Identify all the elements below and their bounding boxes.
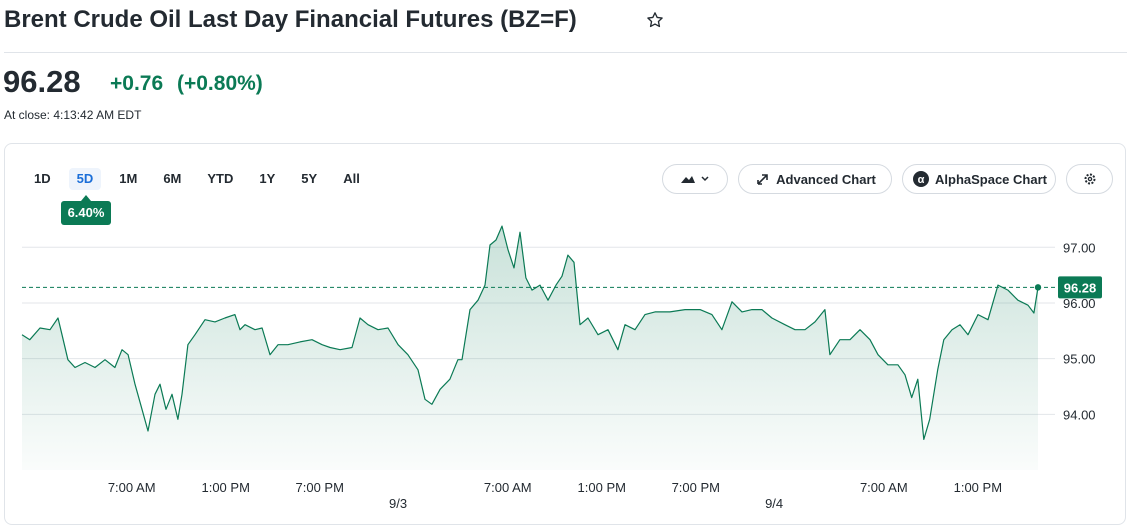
price-change: +0.76 bbox=[110, 72, 164, 95]
price: 96.28 bbox=[3, 64, 81, 99]
range-button[interactable]: 1D bbox=[34, 171, 51, 186]
x-tick-label: 7:00 AM bbox=[860, 480, 908, 495]
chart-type-button[interactable] bbox=[662, 164, 728, 194]
y-tick-label: 96.00 bbox=[1063, 296, 1096, 311]
alphaspace-chart-button[interactable]: α AlphaSpace Chart bbox=[902, 164, 1056, 194]
x-tick-label: 7:00 PM bbox=[296, 480, 344, 495]
x-tick-label: 7:00 AM bbox=[108, 480, 156, 495]
page-title: Brent Crude Oil Last Day Financial Futur… bbox=[4, 6, 577, 33]
x-tick-label: 7:00 PM bbox=[672, 480, 720, 495]
range-change-badge: 6.40% bbox=[61, 201, 111, 225]
close-time: At close: 4:13:42 AM EDT bbox=[4, 108, 142, 122]
price-change-percent: (+0.80%) bbox=[177, 72, 263, 95]
x-tick-label: 7:00 AM bbox=[484, 480, 532, 495]
range-button[interactable]: 6M bbox=[163, 171, 182, 186]
x-tick-label: 1:00 PM bbox=[201, 480, 249, 495]
expand-icon bbox=[757, 174, 768, 185]
y-tick-label: 95.00 bbox=[1063, 352, 1096, 367]
range-selector: 1D 5D 1M 6M YTD 1Y 5Y All bbox=[26, 168, 378, 190]
x-tick-label: 1:00 PM bbox=[954, 480, 1002, 495]
chart-type-icon bbox=[681, 176, 709, 183]
range-button[interactable]: 5D bbox=[68, 168, 102, 190]
x-tick-label: 1:00 PM bbox=[578, 480, 626, 495]
alphaspace-icon: α bbox=[913, 171, 929, 187]
area-fill bbox=[22, 226, 1038, 470]
range-button[interactable]: 1M bbox=[119, 171, 138, 186]
badge-pointer bbox=[81, 195, 91, 201]
advanced-chart-button[interactable]: Advanced Chart bbox=[738, 164, 892, 194]
date-tick-label: 9/4 bbox=[765, 496, 783, 511]
settings-button[interactable] bbox=[1066, 164, 1113, 194]
svg-text:α: α bbox=[918, 174, 925, 186]
y-tick-label: 97.00 bbox=[1063, 240, 1096, 255]
range-button[interactable]: All bbox=[343, 171, 360, 186]
watchlist-star[interactable] bbox=[646, 11, 664, 29]
range-button[interactable]: YTD bbox=[207, 171, 234, 186]
date-tick-label: 9/3 bbox=[389, 496, 407, 511]
advanced-chart-label: Advanced Chart bbox=[776, 171, 876, 187]
last-price-box bbox=[1058, 276, 1102, 299]
last-price-label: 96.28 bbox=[1064, 280, 1097, 295]
y-tick-label: 94.00 bbox=[1063, 407, 1096, 422]
alphaspace-chart-label: AlphaSpace Chart bbox=[935, 171, 1047, 187]
range-button[interactable]: 1Y bbox=[259, 171, 276, 186]
separator bbox=[4, 52, 1127, 53]
settings-icon bbox=[1084, 173, 1095, 185]
range-button[interactable]: 5Y bbox=[301, 171, 318, 186]
price-line bbox=[21, 225, 1039, 440]
